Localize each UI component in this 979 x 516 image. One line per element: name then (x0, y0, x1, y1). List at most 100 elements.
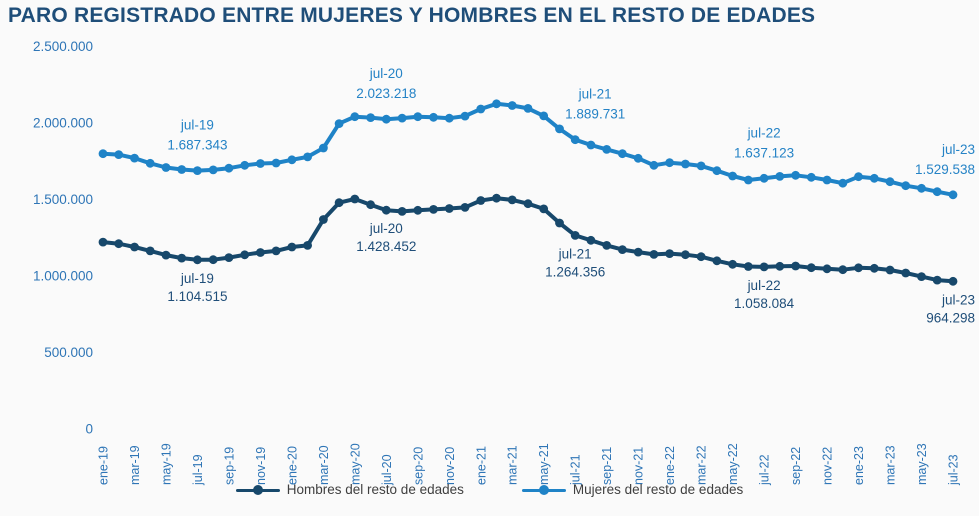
annotation-value-label: 1.637.123 (734, 145, 794, 160)
data-point-marker (838, 265, 848, 275)
y-axis-tick-label: 2.000.000 (33, 115, 93, 130)
data-point-marker (932, 275, 942, 285)
data-point-marker (791, 170, 800, 180)
data-point-marker (854, 263, 863, 273)
data-point-marker (917, 272, 926, 281)
data-point-marker (161, 163, 171, 172)
data-point-marker (303, 241, 312, 250)
data-point-marker (838, 178, 848, 188)
annotation-value-label: 1.428.452 (356, 239, 416, 254)
y-axis-tick-label: 2.500.000 (33, 39, 93, 54)
data-point-marker (256, 159, 265, 168)
data-point-marker (822, 175, 832, 185)
data-point-marker (901, 181, 911, 191)
data-point-marker (633, 153, 643, 163)
annotation-value-label: 1.058.084 (734, 296, 795, 311)
data-point-marker (696, 161, 706, 171)
data-point-marker (602, 241, 612, 250)
data-point-marker (334, 119, 344, 128)
data-point-marker (917, 183, 926, 193)
x-axis-tick-label: ene-19 (97, 446, 111, 485)
data-point-marker (460, 111, 470, 121)
data-point-marker (586, 140, 596, 150)
data-point-marker (397, 207, 407, 216)
data-point-marker (507, 101, 517, 110)
data-point-marker (319, 215, 328, 224)
data-point-marker (948, 190, 958, 200)
x-axis-tick-label: jul-19 (191, 454, 205, 486)
annotation-value-label: 1.104.515 (167, 289, 227, 304)
x-axis-tick-label: ene-23 (852, 446, 866, 485)
x-axis-tick-label: ene-20 (285, 446, 299, 485)
data-point-marker (523, 104, 533, 113)
annotation-value-label: 964.298 (926, 310, 975, 325)
data-point-marker (775, 172, 785, 181)
x-axis-tick-label: may-20 (348, 443, 362, 485)
data-point-marker (665, 249, 674, 258)
data-point-marker (224, 253, 234, 262)
annotation-month-label: jul-19 (180, 118, 214, 133)
data-point-marker (476, 104, 486, 114)
x-axis-tick-label: jul-20 (380, 454, 394, 486)
x-axis-tick-label: mar-21 (506, 445, 520, 485)
annotation-value-label: 1.264.356 (545, 264, 605, 279)
data-point-marker (476, 196, 486, 205)
legend-label-mujeres: Mujeres del resto de edades (572, 482, 744, 497)
data-point-marker (869, 263, 879, 273)
legend: Hombres del resto de edades Mujeres del … (0, 482, 979, 497)
data-point-marker (334, 198, 344, 208)
x-axis-tick-label: jul-21 (569, 454, 583, 486)
data-point-marker (618, 149, 627, 159)
data-point-marker (570, 231, 580, 240)
data-point-marker (885, 265, 895, 275)
data-point-marker (507, 195, 517, 205)
annotation-value-label: 1.889.731 (565, 107, 625, 122)
annotation-value-label: 1.529.538 (915, 162, 975, 177)
annotation-month-label: jul-22 (747, 278, 781, 293)
x-axis-tick-label: mar-20 (317, 445, 331, 485)
data-point-marker (539, 204, 549, 214)
data-point-marker (712, 256, 722, 266)
data-point-marker (366, 113, 375, 122)
x-axis-tick-label: may-21 (537, 443, 551, 485)
x-axis-tick-label: mar-23 (884, 445, 898, 485)
data-point-marker (413, 205, 423, 215)
data-point-marker (193, 166, 202, 176)
data-point-marker (381, 114, 391, 124)
annotation-month-label: jul-21 (558, 246, 592, 261)
data-point-marker (98, 149, 108, 159)
data-point-marker (759, 262, 769, 272)
data-point-marker (806, 263, 816, 273)
data-point-marker (649, 160, 659, 170)
data-point-marker (397, 113, 407, 123)
data-point-marker (256, 248, 265, 257)
x-axis-tick-label: may-19 (159, 443, 173, 485)
data-point-marker (806, 172, 816, 182)
x-axis-tick-label: may-22 (726, 443, 740, 485)
x-axis-tick-label: jul-22 (758, 454, 772, 486)
data-point-marker (287, 242, 297, 252)
y-axis-tick-label: 500.000 (44, 345, 93, 360)
data-point-marker (791, 261, 800, 271)
data-point-marker (885, 177, 895, 187)
annotation-month-label: jul-23 (941, 292, 975, 307)
data-point-marker (728, 171, 737, 181)
data-point-marker (145, 246, 155, 256)
data-point-marker (271, 158, 281, 168)
annotation-value-label: 1.687.343 (167, 138, 227, 153)
data-point-marker (696, 252, 706, 262)
data-point-marker (429, 112, 438, 122)
data-point-marker (728, 259, 737, 269)
x-axis-tick-label: sep-21 (600, 447, 614, 485)
data-point-marker (555, 124, 564, 134)
x-axis-tick-label: ene-21 (474, 446, 488, 485)
data-point-marker (602, 145, 612, 154)
legend-item-mujeres: Mujeres del resto de edades (521, 482, 744, 497)
data-point-marker (854, 172, 863, 182)
x-axis-tick-label: sep-20 (411, 447, 425, 485)
x-axis-tick-label: nov-21 (632, 447, 646, 485)
data-point-marker (114, 150, 124, 160)
data-point-marker (208, 255, 218, 265)
